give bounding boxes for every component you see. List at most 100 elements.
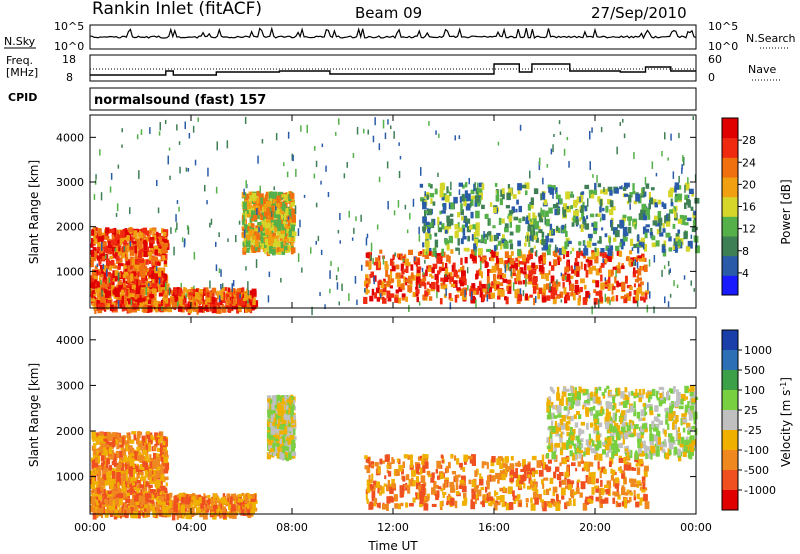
heat-cell bbox=[436, 291, 438, 299]
heat-cell bbox=[105, 439, 110, 445]
heat-cell bbox=[548, 187, 553, 193]
heat-cell bbox=[626, 200, 629, 205]
heat-cell bbox=[404, 204, 407, 210]
heat-cell bbox=[335, 275, 338, 281]
heat-cell bbox=[686, 198, 691, 205]
heat-cell bbox=[434, 232, 438, 237]
heat-cell bbox=[343, 173, 346, 179]
heat-cell bbox=[531, 262, 536, 269]
heat-cell bbox=[155, 280, 158, 286]
heat-cell bbox=[221, 305, 227, 313]
heat-cell bbox=[397, 297, 401, 304]
heat-cell bbox=[106, 442, 111, 450]
heat-cell bbox=[670, 133, 672, 141]
heat-cell bbox=[645, 224, 650, 228]
heat-cell bbox=[460, 203, 463, 211]
heat-cell bbox=[421, 281, 425, 287]
heat-cell bbox=[145, 481, 149, 487]
heat-cell bbox=[276, 229, 280, 236]
heat-cell bbox=[546, 295, 551, 301]
heat-cell bbox=[581, 191, 585, 195]
heat-cell bbox=[567, 240, 572, 245]
heat-cell bbox=[166, 493, 170, 502]
heat-cell bbox=[140, 441, 143, 449]
heat-cell bbox=[640, 266, 643, 270]
heat-cell bbox=[672, 208, 676, 214]
heat-cell bbox=[115, 213, 118, 217]
heat-cell bbox=[239, 509, 243, 514]
heat-cell bbox=[517, 293, 523, 302]
heat-cell bbox=[419, 251, 423, 255]
heat-cell bbox=[157, 246, 163, 250]
heat-cell bbox=[431, 281, 436, 290]
heat-cell bbox=[523, 263, 527, 271]
heat-cell bbox=[560, 272, 563, 277]
heat-cell bbox=[594, 255, 599, 264]
heat-cell bbox=[152, 506, 156, 515]
heat-cell bbox=[251, 288, 257, 296]
heat-cell bbox=[338, 118, 340, 125]
heat-cell bbox=[147, 234, 151, 239]
heat-cell bbox=[177, 306, 183, 312]
heat-cell bbox=[631, 262, 634, 266]
colorbar-tick-label: 12 bbox=[742, 223, 756, 236]
heat-cell bbox=[220, 269, 222, 277]
heat-cell bbox=[104, 289, 108, 294]
heat-cell bbox=[634, 270, 638, 274]
heat-cell bbox=[531, 226, 534, 236]
heat-cell bbox=[541, 288, 546, 295]
heat-cell bbox=[632, 296, 638, 304]
heat-cell bbox=[141, 277, 146, 284]
heat-cell bbox=[244, 498, 249, 504]
heat-cell bbox=[138, 170, 140, 179]
heat-cell bbox=[672, 223, 676, 229]
heat-cell bbox=[90, 496, 94, 502]
heat-cell bbox=[129, 292, 135, 298]
heat-cell bbox=[103, 283, 108, 288]
heat-cell bbox=[104, 508, 108, 516]
heat-cell bbox=[138, 451, 141, 456]
heat-cell bbox=[157, 490, 162, 498]
heat-cell bbox=[390, 269, 392, 273]
freq-label: Freq. bbox=[6, 54, 33, 67]
heat-cell bbox=[401, 263, 404, 270]
heat-cell bbox=[157, 261, 161, 266]
heat-cell bbox=[91, 493, 96, 498]
heat-cell bbox=[639, 256, 643, 262]
heat-cell bbox=[515, 229, 520, 233]
heat-cell bbox=[565, 251, 570, 258]
heat-cell bbox=[198, 293, 201, 299]
heat-cell bbox=[106, 300, 112, 305]
heat-cell bbox=[269, 234, 273, 239]
heat-cell bbox=[501, 218, 505, 224]
heat-cell bbox=[616, 250, 621, 256]
heat-cell bbox=[125, 229, 130, 236]
heat-cell bbox=[378, 176, 381, 183]
heat-cell bbox=[244, 211, 247, 218]
heat-cell bbox=[403, 254, 407, 259]
heat-cell bbox=[456, 287, 461, 291]
heat-cell bbox=[93, 251, 99, 259]
heat-cell bbox=[534, 221, 539, 229]
heat-cell bbox=[221, 506, 226, 513]
heat-cell bbox=[556, 295, 561, 299]
heat-cell bbox=[193, 289, 196, 295]
heat-cell bbox=[201, 295, 204, 303]
heat-cell bbox=[147, 437, 153, 445]
heat-cell bbox=[153, 264, 156, 268]
heat-cell bbox=[152, 469, 157, 477]
heat-cell bbox=[461, 270, 466, 279]
heat-cell bbox=[426, 281, 430, 285]
heat-cell bbox=[158, 278, 161, 285]
heat-cell bbox=[289, 218, 294, 223]
heat-cell bbox=[116, 203, 119, 212]
heat-cell bbox=[250, 498, 256, 503]
heat-cell bbox=[677, 196, 682, 201]
heat-cell bbox=[475, 210, 480, 219]
heat-cell bbox=[144, 296, 150, 305]
heat-cell bbox=[445, 240, 449, 246]
heat-cell bbox=[226, 495, 230, 502]
heat-cell bbox=[574, 257, 578, 263]
heat-cell bbox=[261, 220, 265, 228]
heat-cell bbox=[155, 466, 161, 472]
